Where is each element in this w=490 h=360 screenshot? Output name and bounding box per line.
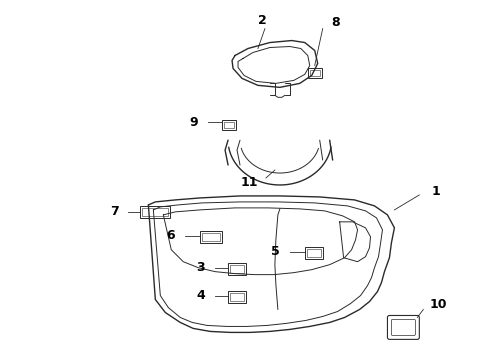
- Text: 5: 5: [271, 245, 280, 258]
- Text: 9: 9: [190, 116, 198, 129]
- Text: 7: 7: [110, 205, 119, 219]
- Text: 1: 1: [431, 185, 440, 198]
- Text: 10: 10: [429, 298, 447, 311]
- Text: 4: 4: [196, 289, 205, 302]
- Text: 8: 8: [332, 16, 340, 29]
- Text: 11: 11: [241, 176, 258, 189]
- Text: 2: 2: [258, 14, 266, 27]
- Text: 3: 3: [196, 261, 205, 274]
- Text: 6: 6: [167, 229, 175, 242]
